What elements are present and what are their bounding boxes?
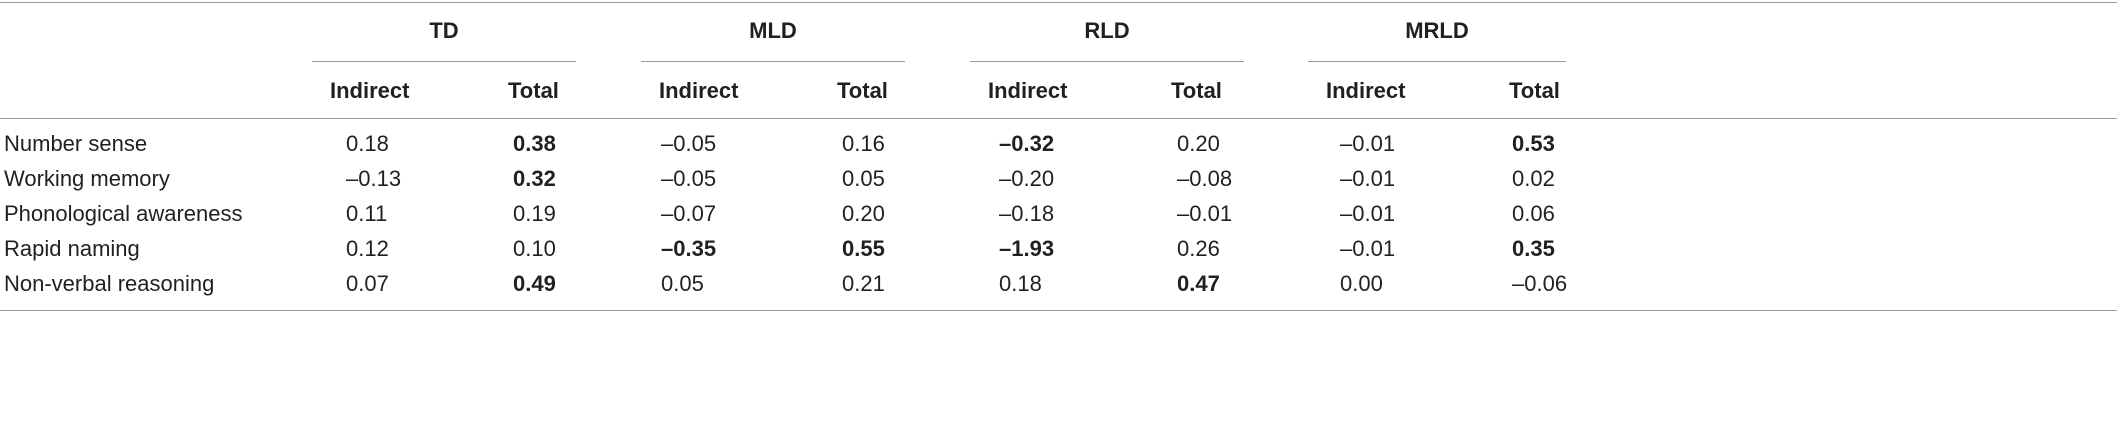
cell-td-indirect: 0.18 <box>346 131 389 156</box>
subheader-rld-indirect: Indirect <box>988 78 1068 103</box>
cell-mrld-total: 0.53 <box>1512 131 1555 156</box>
cell-rld-total: –0.08 <box>1177 166 1233 191</box>
cell-td-indirect: –0.13 <box>346 166 402 191</box>
table-row: Number sense 0.18 0.38 –0.05 0.16 –0.32 0.20 –0… <box>0 126 2117 161</box>
group-rule-rld <box>970 61 1244 62</box>
table-row: Working memory –0.13 0.32 –0.05 0.05 –0.20 –0.… <box>0 161 2117 196</box>
cell-mrld-total: 0.06 <box>1512 201 1555 226</box>
cell-td-total: 0.19 <box>513 201 556 226</box>
row-label: Number sense <box>4 131 148 156</box>
cell-mld-total: 0.05 <box>842 166 885 191</box>
cell-mrld-indirect: –0.01 <box>1340 236 1396 261</box>
cell-mrld-indirect: –0.01 <box>1340 201 1396 226</box>
table-bottom-rule <box>0 310 2117 311</box>
group-header-mrld: MRLD <box>1405 18 1469 43</box>
subheader-td-indirect: Indirect <box>330 78 410 103</box>
cell-mld-indirect: –0.35 <box>661 236 717 261</box>
table-row: Non-verbal reasoning 0.07 0.49 0.05 0.21 0.18… <box>0 266 2117 301</box>
cell-mld-total: 0.55 <box>842 236 885 261</box>
cell-rld-indirect: –1.93 <box>999 236 1055 261</box>
cell-td-indirect: 0.07 <box>346 271 389 296</box>
cell-mrld-total: 0.35 <box>1512 236 1555 261</box>
subheader-rld-total: Total <box>1171 78 1222 103</box>
subheader-mld-indirect: Indirect <box>659 78 739 103</box>
cell-mrld-indirect: –0.01 <box>1340 131 1396 156</box>
cell-mld-total: 0.16 <box>842 131 885 156</box>
cell-td-indirect: 0.11 <box>346 201 388 226</box>
cell-mld-indirect: –0.05 <box>661 131 717 156</box>
cell-rld-indirect: 0.18 <box>999 271 1042 296</box>
group-rule-mrld <box>1308 61 1566 62</box>
cell-mrld-total: 0.02 <box>1512 166 1555 191</box>
table-row: Phonological awareness 0.11 0.19 –0.07 0.20 –… <box>0 196 2117 231</box>
subheader-mrld-indirect: Indirect <box>1326 78 1406 103</box>
cell-mrld-total: –0.06 <box>1512 271 1568 296</box>
cell-td-total: 0.10 <box>513 236 556 261</box>
cell-mld-indirect: –0.05 <box>661 166 717 191</box>
cell-rld-total: 0.47 <box>1177 271 1220 296</box>
cell-rld-total: 0.20 <box>1177 131 1220 156</box>
header-bottom-rule <box>0 118 2117 119</box>
cell-mld-total: 0.20 <box>842 201 885 226</box>
group-header-mld: MLD <box>749 18 797 43</box>
row-label: Rapid naming <box>4 236 140 261</box>
cell-mld-indirect: –0.07 <box>661 201 717 226</box>
cell-mld-total: 0.21 <box>842 271 885 296</box>
cell-rld-total: 0.26 <box>1177 236 1220 261</box>
group-rule-td <box>312 61 576 62</box>
subheader-mrld-total: Total <box>1509 78 1560 103</box>
table-row: Rapid naming 0.12 0.10 –0.35 0.55 –1.93 0.26 –0… <box>0 231 2117 266</box>
subheader-td-total: Total <box>508 78 559 103</box>
group-header-td: TD <box>429 18 459 43</box>
cell-rld-indirect: –0.20 <box>999 166 1055 191</box>
cell-td-total: 0.49 <box>513 271 556 296</box>
cell-mrld-indirect: 0.00 <box>1340 271 1383 296</box>
group-header-rld: RLD <box>1084 18 1130 43</box>
cell-rld-indirect: –0.18 <box>999 201 1055 226</box>
group-rule-mld <box>641 61 905 62</box>
row-label: Non-verbal reasoning <box>4 271 215 296</box>
cell-mrld-indirect: –0.01 <box>1340 166 1396 191</box>
cell-td-indirect: 0.12 <box>346 236 389 261</box>
cell-mld-indirect: 0.05 <box>661 271 704 296</box>
row-label: Working memory <box>4 166 170 191</box>
table-top-rule <box>0 2 2117 3</box>
row-label: Phonological awareness <box>4 201 243 226</box>
cell-rld-indirect: –0.32 <box>999 131 1055 156</box>
subheader-mld-total: Total <box>837 78 888 103</box>
cell-td-total: 0.32 <box>513 166 556 191</box>
cell-rld-total: –0.01 <box>1177 201 1233 226</box>
cell-td-total: 0.38 <box>513 131 556 156</box>
